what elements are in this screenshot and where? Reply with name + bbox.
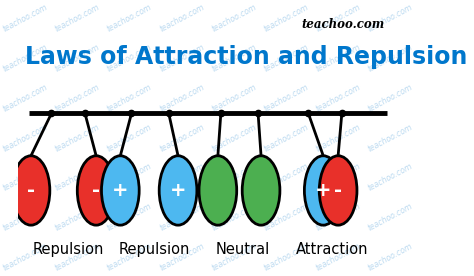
- Text: teachoo.com: teachoo.com: [106, 82, 154, 113]
- Text: teachoo.com: teachoo.com: [1, 82, 49, 113]
- Ellipse shape: [319, 156, 357, 225]
- Text: teachoo.com: teachoo.com: [262, 82, 310, 113]
- Text: teachoo.com: teachoo.com: [314, 82, 362, 113]
- Ellipse shape: [77, 156, 115, 225]
- Text: teachoo.com: teachoo.com: [366, 43, 414, 74]
- Ellipse shape: [159, 156, 197, 225]
- Text: Repulsion: Repulsion: [33, 242, 104, 257]
- Text: teachoo.com: teachoo.com: [106, 43, 154, 74]
- Text: Neutral: Neutral: [216, 242, 270, 257]
- Text: +: +: [170, 181, 186, 200]
- Text: teachoo.com: teachoo.com: [1, 3, 49, 34]
- Text: teachoo.com: teachoo.com: [1, 122, 49, 153]
- Text: teachoo.com: teachoo.com: [1, 202, 49, 233]
- Text: teachoo.com: teachoo.com: [54, 242, 101, 273]
- Ellipse shape: [242, 156, 280, 225]
- Text: teachoo.com: teachoo.com: [158, 43, 206, 74]
- Ellipse shape: [101, 156, 139, 225]
- Text: teachoo.com: teachoo.com: [106, 162, 154, 193]
- Text: Repulsion: Repulsion: [118, 242, 190, 257]
- Text: teachoo.com: teachoo.com: [106, 122, 154, 153]
- Text: teachoo.com: teachoo.com: [366, 82, 414, 113]
- Text: teachoo.com: teachoo.com: [106, 3, 154, 34]
- Text: teachoo.com: teachoo.com: [366, 3, 414, 34]
- Text: teachoo.com: teachoo.com: [366, 162, 414, 193]
- Text: teachoo.com: teachoo.com: [262, 43, 310, 74]
- Text: teachoo.com: teachoo.com: [158, 3, 206, 34]
- Text: teachoo.com: teachoo.com: [54, 3, 101, 34]
- Text: teachoo.com: teachoo.com: [314, 3, 362, 34]
- Text: Attraction: Attraction: [296, 242, 369, 257]
- Text: Laws of Attraction and Repulsion: Laws of Attraction and Repulsion: [26, 45, 468, 69]
- Text: teachoo.com: teachoo.com: [301, 18, 385, 31]
- Text: teachoo.com: teachoo.com: [314, 43, 362, 74]
- Text: -: -: [27, 181, 35, 200]
- Text: teachoo.com: teachoo.com: [54, 43, 101, 74]
- Text: teachoo.com: teachoo.com: [366, 122, 414, 153]
- Text: teachoo.com: teachoo.com: [1, 242, 49, 273]
- Text: teachoo.com: teachoo.com: [1, 162, 49, 193]
- Ellipse shape: [304, 156, 342, 225]
- Text: teachoo.com: teachoo.com: [366, 202, 414, 233]
- Text: teachoo.com: teachoo.com: [210, 162, 258, 193]
- Text: teachoo.com: teachoo.com: [262, 3, 310, 34]
- Text: -: -: [92, 181, 100, 200]
- Text: teachoo.com: teachoo.com: [158, 242, 206, 273]
- Text: teachoo.com: teachoo.com: [314, 122, 362, 153]
- Text: teachoo.com: teachoo.com: [210, 202, 258, 233]
- Text: teachoo.com: teachoo.com: [314, 242, 362, 273]
- Text: teachoo.com: teachoo.com: [54, 162, 101, 193]
- Text: teachoo.com: teachoo.com: [158, 82, 206, 113]
- Text: teachoo.com: teachoo.com: [210, 242, 258, 273]
- Text: teachoo.com: teachoo.com: [314, 202, 362, 233]
- Text: teachoo.com: teachoo.com: [210, 43, 258, 74]
- Text: teachoo.com: teachoo.com: [54, 122, 101, 153]
- Text: teachoo.com: teachoo.com: [210, 82, 258, 113]
- Text: teachoo.com: teachoo.com: [210, 122, 258, 153]
- Ellipse shape: [199, 156, 237, 225]
- Text: teachoo.com: teachoo.com: [54, 82, 101, 113]
- Text: teachoo.com: teachoo.com: [158, 202, 206, 233]
- Text: teachoo.com: teachoo.com: [210, 3, 258, 34]
- Text: teachoo.com: teachoo.com: [54, 202, 101, 233]
- Text: teachoo.com: teachoo.com: [1, 43, 49, 74]
- Text: teachoo.com: teachoo.com: [314, 162, 362, 193]
- Ellipse shape: [12, 156, 50, 225]
- Text: +: +: [112, 181, 128, 200]
- Text: teachoo.com: teachoo.com: [262, 202, 310, 233]
- Text: teachoo.com: teachoo.com: [262, 242, 310, 273]
- Text: teachoo.com: teachoo.com: [106, 202, 154, 233]
- Text: teachoo.com: teachoo.com: [366, 242, 414, 273]
- Text: teachoo.com: teachoo.com: [158, 162, 206, 193]
- Text: teachoo.com: teachoo.com: [106, 242, 154, 273]
- Text: +: +: [315, 181, 331, 200]
- Text: teachoo.com: teachoo.com: [262, 122, 310, 153]
- Text: teachoo.com: teachoo.com: [262, 162, 310, 193]
- Text: teachoo.com: teachoo.com: [158, 122, 206, 153]
- Text: -: -: [334, 181, 342, 200]
